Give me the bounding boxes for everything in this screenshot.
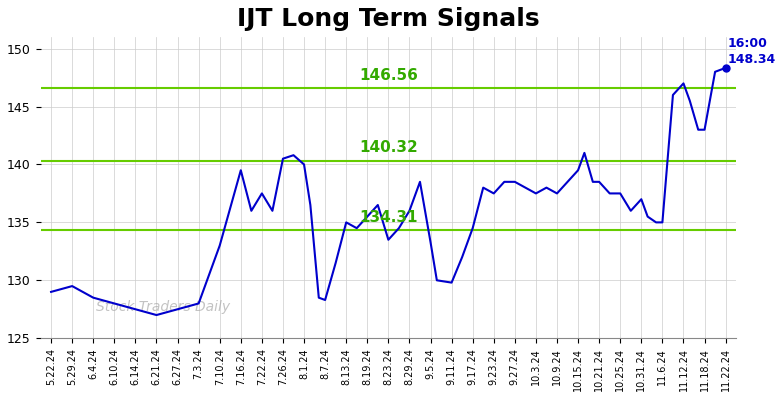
Text: 134.31: 134.31 [359, 210, 418, 224]
Text: 140.32: 140.32 [359, 140, 418, 155]
Text: 148.34: 148.34 [728, 53, 776, 66]
Text: Stock Traders Daily: Stock Traders Daily [96, 300, 230, 314]
Text: 16:00: 16:00 [728, 37, 768, 51]
Text: 146.56: 146.56 [359, 68, 418, 83]
Title: IJT Long Term Signals: IJT Long Term Signals [237, 7, 539, 31]
